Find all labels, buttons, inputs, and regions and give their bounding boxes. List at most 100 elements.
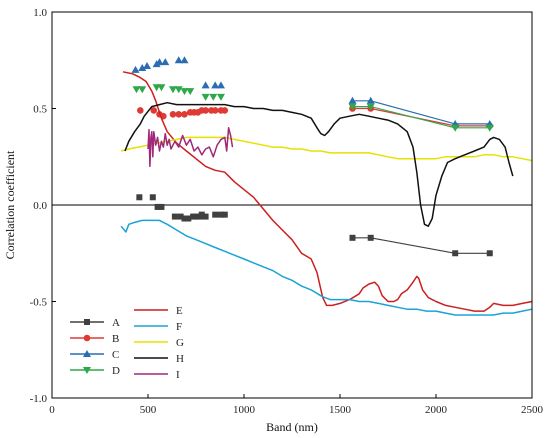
series-a-point (452, 250, 459, 257)
series-b-point (169, 110, 177, 118)
series-d-point (209, 93, 218, 101)
series-d-point (485, 124, 494, 132)
x-tick-label: 1000 (233, 404, 256, 416)
legend-item-f: F (134, 321, 182, 333)
legend-item-i: I (134, 369, 180, 381)
legend-item-a: A (70, 317, 120, 329)
series-b-point (137, 107, 144, 114)
y-tick-label: 0.0 (33, 200, 47, 212)
y-tick-label: -0.5 (30, 297, 48, 309)
series-d-point (174, 86, 183, 94)
legend-label: H (176, 353, 184, 365)
legend-label: B (112, 333, 119, 345)
series-i (147, 127, 234, 168)
series-h (124, 101, 514, 227)
x-tick-label: 500 (140, 404, 157, 416)
legend-label: I (176, 369, 180, 381)
legend-item-b: B (70, 333, 119, 345)
series-b-point (175, 110, 183, 118)
series-d-point (366, 103, 375, 111)
legend-marker (83, 367, 91, 374)
series-i-line (147, 127, 234, 168)
series-d (132, 84, 494, 132)
series-d-point (138, 86, 147, 94)
series-a-point (486, 250, 493, 257)
series-a-point (177, 213, 184, 220)
series-a-point (136, 194, 143, 201)
series-layer (120, 56, 533, 316)
series-a-point (349, 234, 356, 241)
series-a-point (171, 213, 178, 220)
legend-item-e: E (134, 305, 183, 317)
series-d-point (201, 93, 210, 101)
series-a (136, 194, 493, 257)
series-d-point (168, 86, 177, 94)
series-d-point (186, 88, 195, 96)
series-a-point (149, 194, 156, 201)
series-a-point (212, 211, 219, 218)
series-d-segment (352, 105, 490, 129)
series-a-point (185, 215, 192, 222)
series-f (120, 219, 533, 316)
legend-item-h: H (134, 353, 184, 365)
y-tick-label: -1.0 (30, 393, 48, 405)
series-c (131, 56, 494, 127)
series-a-point (198, 211, 205, 218)
series-a-segment (352, 237, 490, 254)
series-d-point (157, 84, 166, 92)
series-c-point (201, 81, 210, 89)
series-d-point (216, 93, 225, 101)
series-c-point (161, 58, 170, 66)
x-tick-label: 2000 (425, 404, 448, 416)
series-b-point (181, 110, 188, 118)
series-b-point (202, 107, 209, 114)
legend-label: G (176, 337, 184, 349)
series-d-point (348, 103, 357, 111)
y-axis-title: Correlation coefficient (3, 150, 17, 259)
legend-item-c: C (70, 349, 119, 361)
series-c-point (155, 58, 164, 66)
series-c-point (174, 56, 183, 64)
y-tick-label: 0.5 (33, 104, 47, 116)
series-a-point (154, 203, 161, 210)
series-c-point (348, 96, 357, 104)
x-tick-label: 1500 (329, 404, 352, 416)
legend-marker (84, 319, 90, 325)
series-g (120, 136, 533, 162)
x-tick-label: 0 (49, 404, 55, 416)
legend-label: D (112, 365, 120, 377)
series-a-point (193, 213, 199, 220)
legend-label: C (112, 349, 119, 361)
series-a-point (367, 234, 374, 241)
series-c-point (131, 65, 140, 73)
legend-label: E (176, 305, 183, 317)
legend-label: F (176, 321, 182, 333)
series-d-point (132, 86, 141, 94)
legend-item-d: D (70, 365, 120, 377)
series-h-line (124, 101, 514, 227)
series-a-point (217, 211, 224, 218)
series-c-point (366, 96, 375, 104)
series-c-point (143, 62, 152, 70)
series-a-point (221, 211, 228, 218)
series-b-point (211, 107, 219, 114)
series-d-point (451, 124, 460, 132)
series-e (122, 71, 533, 312)
series-d-point (180, 88, 189, 96)
series-c-point (180, 56, 189, 64)
series-c-point (211, 81, 220, 89)
series-a-point (181, 215, 188, 222)
series-b-point (150, 107, 158, 114)
series-g-line (120, 136, 533, 162)
series-c-point (216, 81, 225, 89)
x-tick-label: 2500 (521, 404, 544, 416)
series-b-point (221, 107, 229, 114)
series-a-point (202, 213, 209, 220)
series-c-segment (352, 100, 490, 125)
series-f-line (120, 219, 533, 316)
legend-label: A (112, 317, 120, 329)
x-axis-title: Band (nm) (266, 420, 318, 434)
axes-layer: 0 500 1000 1500 2000 2500 -1.0 -0.5 0.0 0.5 1.0 (30, 7, 544, 416)
